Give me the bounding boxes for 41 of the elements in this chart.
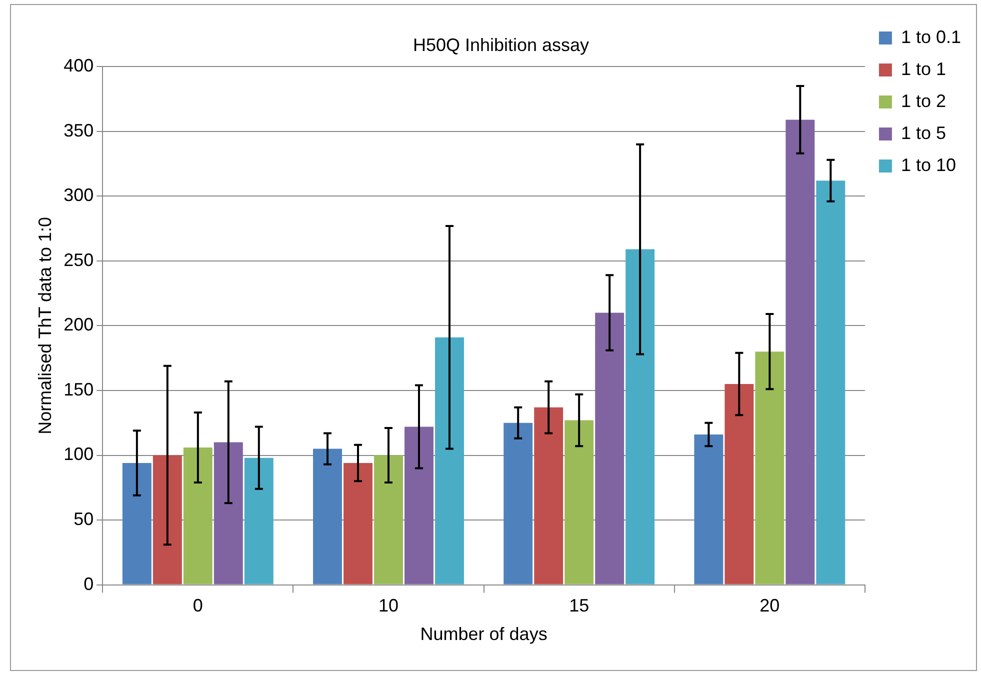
legend-label: 1 to 1 [900,58,946,79]
bar [374,455,403,584]
legend-label: 1 to 2 [900,90,946,111]
y-tick-label: 100 [64,444,94,464]
bar [183,447,212,584]
bar [786,120,815,584]
legend-label: 1 to 0.1 [900,26,961,47]
y-tick-label: 300 [64,185,94,206]
bar [694,434,724,584]
bar [435,337,464,584]
y-tick-label: 200 [64,314,94,335]
y-tick-label: 250 [64,250,94,270]
x-tick-label: 0 [192,596,203,616]
legend-label: 1 to 10 [900,154,956,175]
bar [152,455,182,584]
bar [564,420,594,584]
bar [244,458,274,584]
bar [404,426,434,584]
x-tick-label: 15 [569,596,590,616]
bar [504,422,533,584]
bar [724,384,754,584]
bar [122,463,152,584]
x-tick-label: 20 [760,596,780,616]
y-tick-label: 400 [64,56,94,76]
bar [344,463,372,584]
bar [626,249,655,584]
bar [534,407,564,584]
bar [214,442,243,584]
x-axis-title: Number of days [420,624,548,644]
y-tick-label: 0 [84,574,94,594]
legend-label: 1 to 5 [900,122,946,143]
y-axis-title: Normalised ThT data to 1:0 [34,216,55,434]
y-tick-label: 150 [64,379,94,400]
y-tick-label: 50 [74,508,94,529]
bar [755,352,784,584]
x-tick-label: 10 [378,596,399,616]
bar [313,448,342,584]
y-tick-label: 350 [64,120,94,140]
bar [595,312,624,584]
bar [816,180,846,584]
chart-title: H50Q Inhibition assay [412,34,590,55]
